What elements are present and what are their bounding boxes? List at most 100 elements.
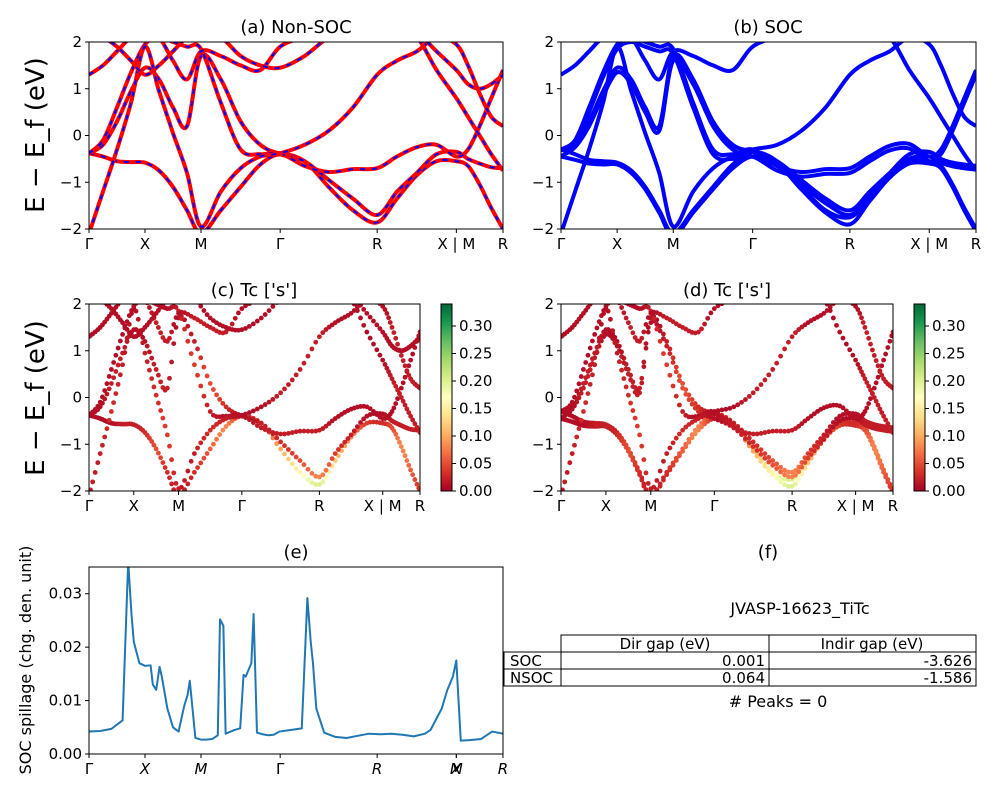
panel-d-point: [667, 445, 673, 451]
panel-c-point: [239, 327, 245, 333]
panel-c-point: [354, 308, 360, 314]
panel-c-point: [95, 296, 100, 301]
panel-d-point: [870, 442, 875, 448]
panel-d-point: [881, 469, 887, 475]
panel-d-point: [766, 429, 772, 435]
panel-c-point: [270, 430, 276, 435]
panel-d-point: [664, 343, 670, 349]
panel-c-point: [185, 294, 190, 299]
panel-d-point: [561, 487, 565, 491]
panel-c-point: [262, 402, 268, 407]
panel-b-xtick-label: X | M: [910, 235, 948, 253]
panel-d-point: [790, 292, 795, 297]
panel-c-point: [117, 356, 123, 362]
panel-d-point: [608, 293, 613, 298]
panel-d-point: [774, 461, 780, 467]
panel-d-point: [625, 448, 631, 454]
panel-c-point: [153, 446, 159, 452]
panel-c-point: [246, 410, 252, 415]
panel-d-point: [628, 377, 633, 383]
panel-d-colorbar-label: 0.05: [932, 455, 965, 473]
nonsoc-band-dash-4: [89, 42, 503, 172]
panel-d-point: [564, 470, 570, 475]
panel-d-title: (d) Tc ['s']: [683, 280, 771, 301]
panel-c-point: [220, 400, 226, 406]
panel-c-point: [122, 323, 128, 329]
panel-d-point: [866, 401, 872, 406]
panel-a-xtick-label: Γ: [276, 235, 285, 253]
panel-d-point: [879, 465, 885, 471]
ylabel-row2: E − E_f (eV): [21, 320, 51, 476]
panel-d-point: [670, 355, 676, 361]
panel-c-point: [358, 420, 363, 425]
panel-d-point: [821, 310, 827, 316]
panel-c-point: [361, 322, 367, 328]
panel-d-point: [581, 367, 586, 372]
panel-c-point: [100, 442, 105, 448]
panel-d-point: [855, 362, 861, 367]
panel-d-point: [743, 430, 748, 436]
panel-d-point: [664, 362, 670, 368]
panel-c-point: [169, 481, 175, 487]
panel-d-point: [778, 475, 784, 480]
panel-c-point: [143, 297, 148, 302]
panel-d-point: [619, 298, 624, 303]
panel-c-point: [402, 402, 408, 408]
panel-c-point: [93, 294, 98, 299]
panel-c-title: (c) Tc ['s']: [211, 280, 298, 301]
panel-c-point: [167, 335, 172, 341]
panel-c-colorbar-label: 0.30: [459, 317, 492, 335]
panel-d-point: [727, 405, 733, 411]
panel-c-point: [397, 391, 402, 397]
panel-c-point: [342, 293, 347, 298]
panel-c-point: [171, 293, 176, 298]
panel-e-xtick-label: R: [372, 760, 382, 778]
panel-c-point: [131, 292, 136, 297]
panel-d-point: [657, 483, 663, 489]
soc-band-7: [561, 42, 976, 172]
panel-d-point: [643, 345, 649, 351]
panel-d-point: [667, 467, 673, 473]
panel-b-xtick-label: R: [971, 235, 981, 253]
panel-d-point: [699, 326, 704, 332]
panel-d-point: [661, 351, 666, 357]
panel-c-point: [182, 478, 187, 483]
panel-d-point: [766, 372, 772, 378]
panel-c-point: [282, 451, 287, 457]
panel-c-point: [117, 372, 123, 378]
panel-c-point: [398, 395, 404, 400]
panel-d-point: [875, 363, 881, 369]
panel-d-point: [623, 384, 629, 390]
panel-d-point: [572, 442, 577, 448]
panel-c-point: [165, 297, 170, 302]
panel-c-point: [195, 346, 200, 352]
panel-c-xtick-label: R: [415, 497, 425, 515]
panel-c-point: [408, 413, 414, 419]
panel-d-point: [680, 448, 686, 454]
panel-c-point: [243, 325, 248, 331]
panel-c-point: [306, 287, 311, 292]
panel-c-colorbar-label: 0.05: [459, 455, 492, 473]
panel-d-point: [866, 335, 872, 341]
panel-c-point: [217, 432, 223, 437]
panel-d-point: [754, 443, 760, 449]
panel-c-point: [339, 292, 344, 297]
panel-c-point: [102, 388, 108, 394]
panel-c-point: [371, 298, 376, 303]
ylabel-row1: E − E_f (eV): [21, 57, 51, 213]
panel-c-point: [124, 327, 130, 332]
panel-c-point: [246, 304, 252, 307]
panel-d-point: [731, 425, 737, 431]
panel-d-point: [750, 431, 756, 437]
panel-c-point: [169, 329, 175, 335]
panel-d-point: [805, 455, 811, 461]
panel-c-point: [167, 295, 172, 300]
panel-d-ytick-label: 2: [544, 295, 554, 313]
panel-c-point: [151, 361, 157, 367]
panel-b-xtick-label: Γ: [748, 235, 757, 253]
panel-d-point: [877, 406, 883, 412]
panel-c-point: [364, 310, 370, 316]
panel-c-point: [327, 292, 332, 297]
panel-c-xtick-label: M: [172, 497, 185, 515]
panel-c-point: [113, 352, 119, 358]
